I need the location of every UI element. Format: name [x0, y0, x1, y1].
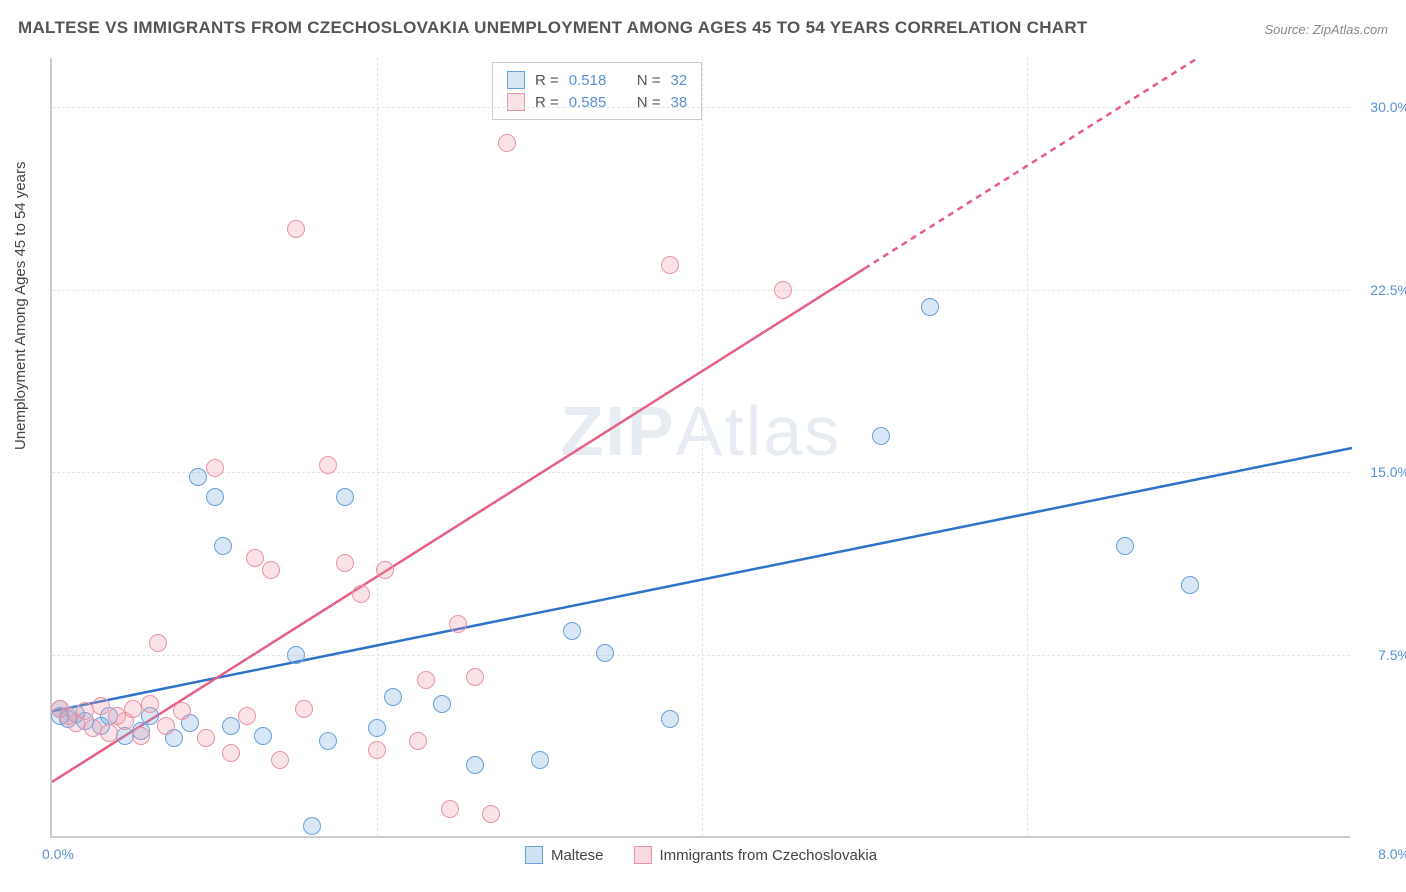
- scatter-point: [531, 751, 549, 769]
- scatter-point: [921, 298, 939, 316]
- y-tick-label: 7.5%: [1355, 647, 1406, 663]
- scatter-point: [173, 702, 191, 720]
- source-label: Source: ZipAtlas.com: [1264, 22, 1388, 37]
- scatter-point: [206, 459, 224, 477]
- trend-line: [865, 58, 1353, 269]
- scatter-point: [222, 717, 240, 735]
- scatter-point: [84, 719, 102, 737]
- scatter-point: [563, 622, 581, 640]
- scatter-point: [352, 585, 370, 603]
- scatter-point: [336, 488, 354, 506]
- scatter-point: [287, 220, 305, 238]
- legend-series-item: Immigrants from Czechoslovakia: [633, 846, 877, 864]
- scatter-point: [596, 644, 614, 662]
- x-axis-max-label: 8.0%: [1378, 846, 1406, 862]
- scatter-point: [319, 732, 337, 750]
- scatter-point: [92, 697, 110, 715]
- scatter-point: [262, 561, 280, 579]
- scatter-point: [1116, 537, 1134, 555]
- scatter-point: [206, 488, 224, 506]
- scatter-point: [433, 695, 451, 713]
- scatter-point: [661, 256, 679, 274]
- scatter-point: [238, 707, 256, 725]
- legend-swatch: [525, 846, 543, 864]
- scatter-point: [100, 724, 118, 742]
- scatter-point: [466, 668, 484, 686]
- scatter-point: [141, 695, 159, 713]
- plot-area: ZIPAtlas R =0.518N =32R =0.585N =38 0.0%…: [50, 58, 1350, 838]
- scatter-point: [271, 751, 289, 769]
- trend-line: [52, 448, 1352, 711]
- scatter-point: [774, 281, 792, 299]
- scatter-point: [872, 427, 890, 445]
- scatter-point: [482, 805, 500, 823]
- scatter-point: [295, 700, 313, 718]
- scatter-point: [466, 756, 484, 774]
- scatter-point: [661, 710, 679, 728]
- chart-title: MALTESE VS IMMIGRANTS FROM CZECHOSLOVAKI…: [18, 18, 1088, 38]
- scatter-point: [157, 717, 175, 735]
- scatter-point: [336, 554, 354, 572]
- scatter-point: [384, 688, 402, 706]
- y-axis-label: Unemployment Among Ages 45 to 54 years: [12, 161, 29, 450]
- scatter-point: [498, 134, 516, 152]
- series-legend: Maltese Immigrants from Czechoslovakia: [525, 846, 877, 864]
- scatter-point: [409, 732, 427, 750]
- scatter-point: [149, 634, 167, 652]
- legend-series-label: Immigrants from Czechoslovakia: [659, 847, 877, 864]
- scatter-point: [222, 744, 240, 762]
- scatter-point: [254, 727, 272, 745]
- scatter-point: [1181, 576, 1199, 594]
- legend-series-label: Maltese: [551, 847, 604, 864]
- scatter-point: [417, 671, 435, 689]
- y-tick-label: 30.0%: [1355, 99, 1406, 115]
- scatter-point: [376, 561, 394, 579]
- scatter-point: [368, 719, 386, 737]
- scatter-point: [189, 468, 207, 486]
- y-tick-label: 15.0%: [1355, 464, 1406, 480]
- scatter-point: [449, 615, 467, 633]
- scatter-point: [132, 727, 150, 745]
- scatter-point: [214, 537, 232, 555]
- legend-series-item: Maltese: [525, 846, 604, 864]
- scatter-point: [246, 549, 264, 567]
- legend-swatch: [633, 846, 651, 864]
- x-axis-min-label: 0.0%: [42, 846, 74, 862]
- scatter-point: [368, 741, 386, 759]
- y-tick-label: 22.5%: [1355, 282, 1406, 298]
- scatter-point: [287, 646, 305, 664]
- scatter-point: [319, 456, 337, 474]
- scatter-point: [303, 817, 321, 835]
- scatter-point: [441, 800, 459, 818]
- scatter-point: [197, 729, 215, 747]
